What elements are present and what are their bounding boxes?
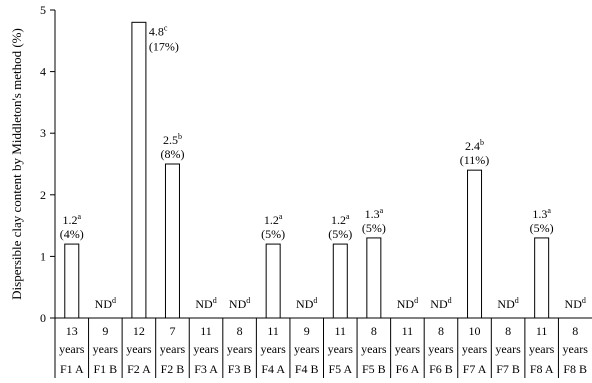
- x-category-age: 9: [102, 324, 108, 338]
- data-label: 1.3a: [365, 206, 384, 221]
- data-label-percent: (5%): [362, 221, 386, 235]
- x-category-age: 10: [469, 324, 481, 338]
- x-category-unit: years: [126, 342, 152, 356]
- bar: [467, 169, 483, 319]
- x-category-unit: years: [361, 342, 387, 356]
- y-tick-label: 5: [40, 3, 46, 17]
- x-category-unit: years: [160, 342, 186, 356]
- y-tick-label: 4: [40, 65, 46, 79]
- data-label-percent: (17%): [149, 39, 179, 53]
- x-category-site: F2 B: [161, 362, 185, 376]
- bar: [366, 237, 382, 319]
- x-category-site: F2 A: [127, 362, 151, 376]
- x-category-unit: years: [495, 342, 521, 356]
- x-category-unit: years: [227, 342, 253, 356]
- x-category-unit: years: [328, 342, 354, 356]
- bars: [64, 21, 550, 319]
- x-category-age: 11: [536, 324, 548, 338]
- x-category-site: F4 B: [295, 362, 319, 376]
- x-category-age: 8: [438, 324, 444, 338]
- x-category-site: F5 B: [362, 362, 386, 376]
- x-category-site: F7 B: [496, 362, 520, 376]
- data-label-percent: (5%): [261, 227, 285, 241]
- x-category-unit: years: [529, 342, 555, 356]
- bar: [131, 21, 147, 319]
- x-category-unit: years: [193, 342, 219, 356]
- x-category-site: F8 A: [530, 362, 554, 376]
- bar: [534, 237, 550, 319]
- data-label: NDd: [497, 296, 518, 311]
- y-tick-label: 0: [40, 311, 46, 325]
- x-category-unit: years: [462, 342, 488, 356]
- data-label: 4.8c: [149, 23, 168, 38]
- y-axis-label: Dispersible clay content by Middleton's …: [9, 28, 24, 300]
- data-label: NDd: [430, 296, 451, 311]
- x-category-age: 7: [169, 324, 175, 338]
- data-label: NDd: [565, 296, 586, 311]
- x-category-site: F8 B: [563, 362, 587, 376]
- data-label-percent: (5%): [530, 221, 554, 235]
- data-label-percent: (4%): [60, 227, 84, 241]
- data-label: NDd: [95, 296, 116, 311]
- x-category-unit: years: [395, 342, 421, 356]
- x-category-age: 8: [572, 324, 578, 338]
- data-label: 1.2a: [264, 212, 283, 227]
- data-label: NDd: [229, 296, 250, 311]
- y-tick-label: 1: [40, 249, 46, 263]
- data-label: 2.5b: [163, 132, 182, 147]
- x-category-unit: years: [294, 342, 320, 356]
- bar: [164, 163, 180, 319]
- x-category-age: 11: [402, 324, 414, 338]
- x-category-site: F3 B: [228, 362, 252, 376]
- y-tick-label: 2: [40, 188, 46, 202]
- data-label: 2.4b: [465, 138, 484, 153]
- y-tick-label: 3: [40, 126, 46, 140]
- x-category-age: 11: [335, 324, 347, 338]
- data-label-percent: (5%): [328, 227, 352, 241]
- x-category-unit: years: [563, 342, 589, 356]
- x-category-site: F7 A: [463, 362, 487, 376]
- x-category-unit: years: [93, 342, 119, 356]
- x-category-site: F5 A: [328, 362, 352, 376]
- bar: [265, 243, 281, 319]
- x-category-age: 8: [371, 324, 377, 338]
- x-category-age: 11: [200, 324, 212, 338]
- x-category-site: F6 A: [396, 362, 420, 376]
- x-axis: 13 years F1 A 9 years F1 B 12 years F2 A 7 years F2…: [54, 317, 592, 378]
- x-category-unit: years: [428, 342, 454, 356]
- bar: [332, 243, 348, 319]
- x-category-unit: years: [59, 342, 85, 356]
- x-category-age: 13: [66, 324, 78, 338]
- data-label: NDd: [195, 296, 216, 311]
- data-label-percent: (11%): [460, 153, 490, 167]
- x-category-site: F1 A: [60, 362, 84, 376]
- x-category-site: F3 A: [194, 362, 218, 376]
- x-category-unit: years: [260, 342, 286, 356]
- x-category-age: 8: [237, 324, 243, 338]
- y-axis: 0 1 2 3 4 5: [40, 3, 56, 325]
- data-label: 1.2a: [63, 212, 82, 227]
- data-label-percent: (8%): [160, 147, 184, 161]
- x-category-site: F1 B: [94, 362, 118, 376]
- x-category-age: 9: [304, 324, 310, 338]
- x-category-site: F6 B: [429, 362, 453, 376]
- data-label: 1.3a: [532, 206, 551, 221]
- x-category-age: 8: [505, 324, 511, 338]
- data-label: 1.2a: [331, 212, 350, 227]
- data-label: NDd: [397, 296, 418, 311]
- bar: [64, 243, 80, 319]
- data-label: NDd: [296, 296, 317, 311]
- x-category-site: F4 A: [261, 362, 285, 376]
- x-category-age: 11: [267, 324, 279, 338]
- x-category-age: 12: [133, 324, 145, 338]
